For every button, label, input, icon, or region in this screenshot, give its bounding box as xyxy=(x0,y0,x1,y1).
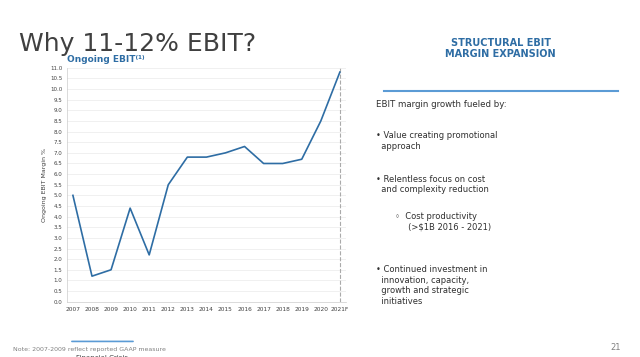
Text: STRUCTURAL EBIT
MARGIN EXPANSION: STRUCTURAL EBIT MARGIN EXPANSION xyxy=(445,38,556,60)
Y-axis label: Ongoing EBIT Margin %: Ongoing EBIT Margin % xyxy=(42,148,47,222)
Text: Financial Crisis: Financial Crisis xyxy=(76,356,127,357)
Text: Note: 2007-2009 reflect reported GAAP measure: Note: 2007-2009 reflect reported GAAP me… xyxy=(13,347,166,352)
Text: • Relentless focus on cost
  and complexity reduction: • Relentless focus on cost and complexit… xyxy=(376,175,488,195)
Text: EBIT margin growth fueled by:: EBIT margin growth fueled by: xyxy=(376,100,506,109)
Text: • Value creating promotional
  approach: • Value creating promotional approach xyxy=(376,131,497,151)
Text: Demonstrated agility of different Whirlpool in this different world: Demonstrated agility of different Whirlp… xyxy=(114,337,526,347)
Text: ◦  Cost productivity
     (>$1B 2016 - 2021): ◦ Cost productivity (>$1B 2016 - 2021) xyxy=(395,212,491,232)
Text: 21: 21 xyxy=(611,343,621,352)
Text: Ongoing EBIT⁽¹⁾: Ongoing EBIT⁽¹⁾ xyxy=(67,55,145,64)
Text: Why 11-12% EBIT?: Why 11-12% EBIT? xyxy=(19,32,257,56)
Text: • Continued investment in
  innovation, capacity,
  growth and strategic
  initi: • Continued investment in innovation, ca… xyxy=(376,265,487,306)
